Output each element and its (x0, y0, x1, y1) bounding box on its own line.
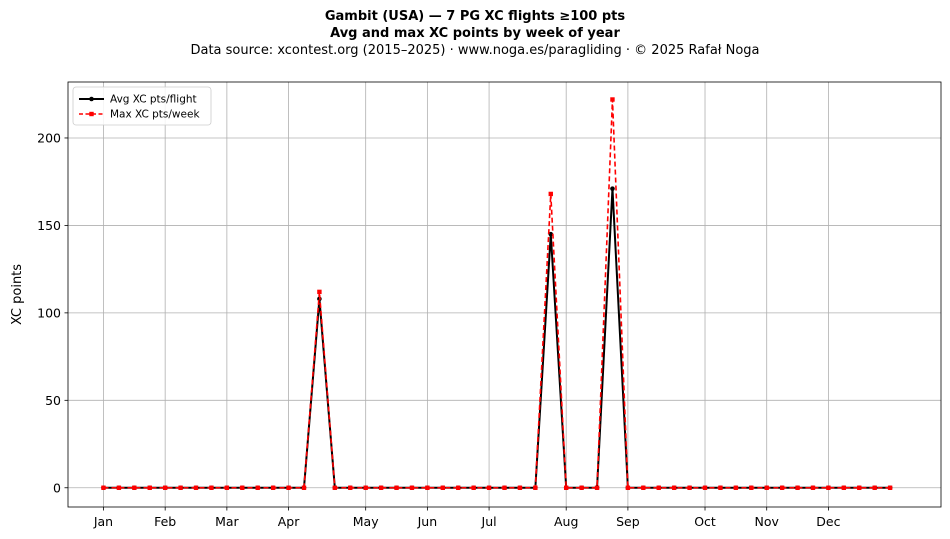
data-point-max (810, 485, 816, 490)
data-point-max (641, 485, 646, 490)
data-point-max (887, 485, 893, 490)
x-tick-label: Dec (816, 514, 840, 529)
x-tick-label: Jul (481, 514, 497, 529)
x-tick-label: Sep (616, 514, 640, 529)
x-tick-label: Mar (215, 514, 239, 529)
data-point-max (193, 485, 199, 490)
data-point-max (162, 485, 168, 490)
data-point-max (517, 485, 523, 490)
chart-title-block: Gambit (USA) — 7 PG XC flights ≥100 pts … (0, 8, 950, 59)
x-tick-label: May (353, 514, 379, 529)
data-point-max (317, 289, 322, 295)
data-point-max (702, 485, 708, 490)
data-point-max (348, 485, 353, 490)
x-tick-label: Oct (694, 514, 716, 529)
x-tick-label: Aug (554, 514, 578, 529)
y-axis-label: XC points (10, 264, 25, 325)
x-tick-label: Jun (417, 514, 438, 529)
legend-box (72, 86, 212, 126)
data-point-max (548, 191, 553, 197)
data-point-max (409, 485, 415, 490)
data-point-max (178, 485, 183, 490)
x-tick-label: Jan (93, 514, 113, 529)
data-point-max (795, 485, 800, 490)
y-tick-label: 150 (37, 218, 61, 233)
data-point-avg (610, 186, 615, 191)
y-tick-label: 0 (53, 480, 61, 495)
data-point-max (255, 485, 260, 490)
data-point-max (224, 485, 230, 490)
y-tick-label: 50 (45, 393, 61, 408)
data-point-max (270, 485, 276, 490)
data-point-max (579, 485, 584, 490)
data-point-max (486, 485, 492, 490)
data-point-max (440, 485, 446, 490)
chart-title-line-2: Avg and max XC points by week of year (330, 26, 620, 41)
data-point-max (687, 485, 692, 490)
data-point-max (502, 485, 507, 490)
chart-subtitle: Data source: xcontest.org (2015–2025) · … (190, 43, 760, 58)
data-point-max (594, 485, 600, 490)
data-point-max (332, 485, 338, 490)
data-point-max (872, 485, 877, 490)
data-point-max (625, 485, 631, 490)
data-point-max (857, 485, 862, 490)
data-point-max (749, 485, 754, 490)
data-point-max (841, 485, 847, 490)
y-tick-label: 100 (37, 305, 61, 320)
legend-label-2: Max XC pts/week (110, 109, 200, 121)
data-point-max (533, 485, 538, 490)
data-point-max (718, 485, 723, 490)
data-point-max (656, 485, 661, 490)
data-point-max (563, 485, 569, 490)
data-point-max (764, 485, 769, 490)
data-point-max (147, 485, 152, 490)
data-point-max (779, 485, 785, 490)
data-point-max (456, 485, 461, 490)
y-tick-label: 200 (37, 130, 61, 145)
data-point-max (826, 485, 831, 490)
chart-title-line-1: Gambit (USA) — 7 PG XC flights ≥100 pts (324, 9, 626, 24)
x-tick-label: Nov (755, 514, 780, 529)
plot-frame (67, 81, 942, 508)
data-point-max (394, 485, 399, 490)
series-line-1 (103, 187, 891, 489)
data-point-avg (548, 231, 554, 237)
data-point-max (132, 485, 137, 490)
data-point-max (671, 485, 677, 490)
data-point-max (116, 485, 122, 490)
data-point-max (363, 485, 368, 490)
data-point-max (101, 485, 106, 490)
data-point-max (286, 485, 291, 490)
data-point-max (471, 485, 476, 490)
x-tick-label: Feb (154, 514, 176, 529)
data-point-max (425, 485, 430, 490)
data-point-max (240, 485, 245, 490)
data-point-max (733, 485, 739, 490)
legend-marker-2 (89, 111, 94, 117)
data-point-max (209, 485, 214, 490)
legend-label-1: Avg XC pts/flight (110, 94, 197, 106)
x-tick-label: Apr (278, 514, 300, 529)
data-point-max (610, 97, 615, 102)
series-line-2 (103, 98, 891, 489)
data-point-max (301, 485, 307, 490)
legend-marker-1 (89, 96, 94, 102)
data-point-max (378, 485, 384, 490)
